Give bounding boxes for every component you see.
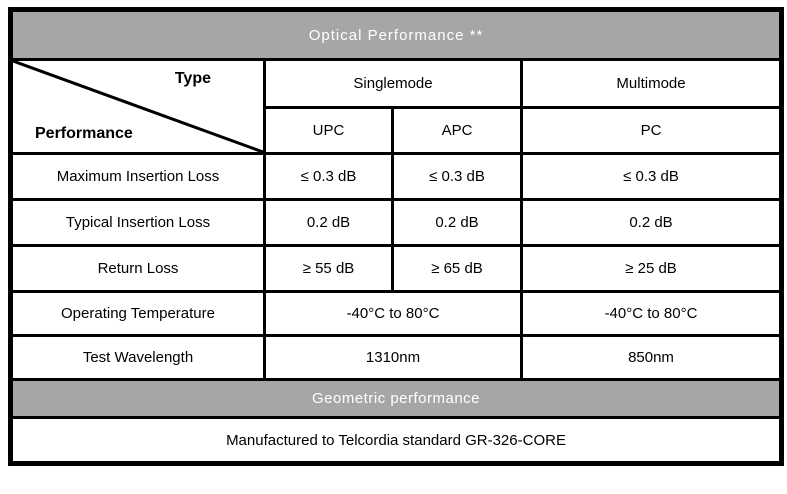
value-wavelength-singlemode: 1310nm — [263, 334, 523, 381]
row-label-return-loss: Return Loss — [9, 244, 266, 293]
value-typ-il-pc: 0.2 dB — [519, 198, 784, 247]
table-row: Maximum Insertion Loss ≤ 0.3 dB ≤ 0.3 dB… — [9, 152, 784, 201]
table-row: Operating Temperature -40°C to 80°C -40°… — [9, 290, 784, 337]
type-performance-corner-cell: Type Performance — [9, 58, 266, 155]
optical-performance-banner: Optical Performance ** — [8, 8, 784, 61]
row-label-operating-temperature: Operating Temperature — [9, 290, 266, 337]
value-max-il-apc: ≤ 0.3 dB — [391, 152, 523, 201]
value-optemp-singlemode: -40°C to 80°C — [263, 290, 523, 337]
table-row: Return Loss ≥ 55 dB ≥ 65 dB ≥ 25 dB — [9, 244, 784, 293]
column-group-singlemode: Singlemode — [263, 58, 523, 109]
column-header-pc: PC — [519, 106, 784, 155]
column-header-apc: APC — [391, 106, 523, 155]
optical-performance-table: Optical Performance ** Type Performance … — [8, 7, 785, 466]
row-label-typical-insertion-loss: Typical Insertion Loss — [9, 198, 266, 247]
column-group-multimode: Multimode — [519, 58, 784, 109]
table-row: Typical Insertion Loss 0.2 dB 0.2 dB 0.2… — [9, 198, 784, 247]
corner-label-type: Type — [174, 70, 211, 87]
row-label-test-wavelength: Test Wavelength — [9, 334, 266, 381]
value-rl-upc: ≥ 55 dB — [263, 244, 394, 293]
telcordia-standard-note: Manufactured to Telcordia standard GR-32… — [8, 416, 784, 465]
value-rl-pc: ≥ 25 dB — [519, 244, 784, 293]
value-typ-il-apc: 0.2 dB — [391, 198, 523, 247]
diagonal-divider-line — [13, 61, 263, 152]
value-typ-il-upc: 0.2 dB — [263, 198, 394, 247]
table-row: Test Wavelength 1310nm 850nm — [9, 334, 784, 381]
value-optemp-multimode: -40°C to 80°C — [519, 290, 784, 337]
value-max-il-pc: ≤ 0.3 dB — [519, 152, 784, 201]
value-rl-apc: ≥ 65 dB — [391, 244, 523, 293]
row-label-maximum-insertion-loss: Maximum Insertion Loss — [9, 152, 266, 201]
corner-label-performance: Performance — [35, 125, 133, 142]
geometric-performance-banner: Geometric performance — [8, 378, 784, 419]
value-wavelength-multimode: 850nm — [519, 334, 784, 381]
column-header-upc: UPC — [263, 106, 394, 155]
value-max-il-upc: ≤ 0.3 dB — [263, 152, 394, 201]
